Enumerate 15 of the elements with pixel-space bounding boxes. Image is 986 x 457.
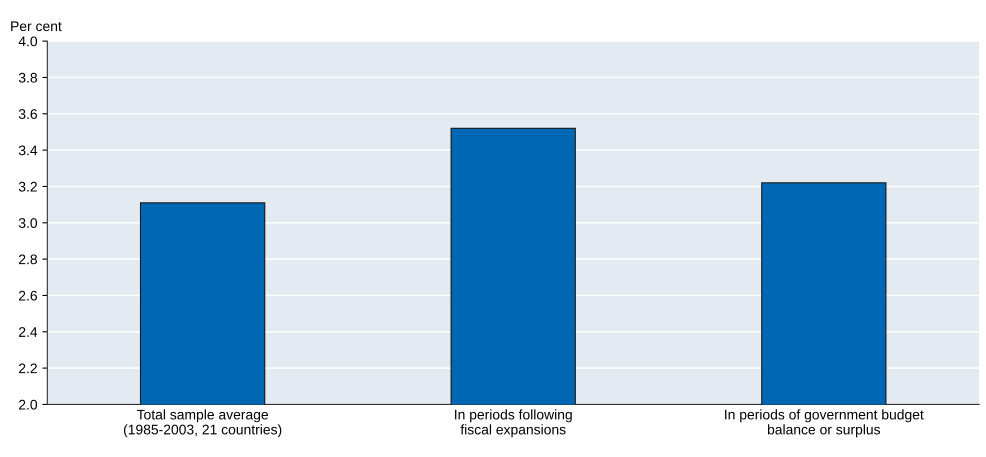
x-tick-label: In periods following fiscal expansions bbox=[455, 409, 572, 438]
y-tick-label: 4.0 bbox=[18, 36, 38, 46]
y-tick-label: 3.6 bbox=[18, 109, 37, 119]
x-tick-label: In periods of government budget balance or surplus bbox=[725, 409, 924, 438]
y-tick-label: 2.4 bbox=[19, 327, 38, 337]
y-tick-label: 3.0 bbox=[18, 218, 38, 228]
y-tick-label: 2.8 bbox=[19, 254, 38, 264]
y-tick-label: 2.2 bbox=[19, 363, 37, 374]
y-axis-title: Per cent bbox=[11, 21, 62, 32]
y-tick-label: 2.0 bbox=[19, 400, 38, 410]
y-tick-label: 2.6 bbox=[19, 290, 37, 301]
y-tick-label: 3.4 bbox=[18, 145, 38, 156]
y-tick-label: 3.8 bbox=[18, 72, 38, 83]
y-tick-label: 3.2 bbox=[18, 182, 37, 192]
x-tick-label: Total sample average (1985-2003, 21 countries) bbox=[124, 409, 282, 438]
